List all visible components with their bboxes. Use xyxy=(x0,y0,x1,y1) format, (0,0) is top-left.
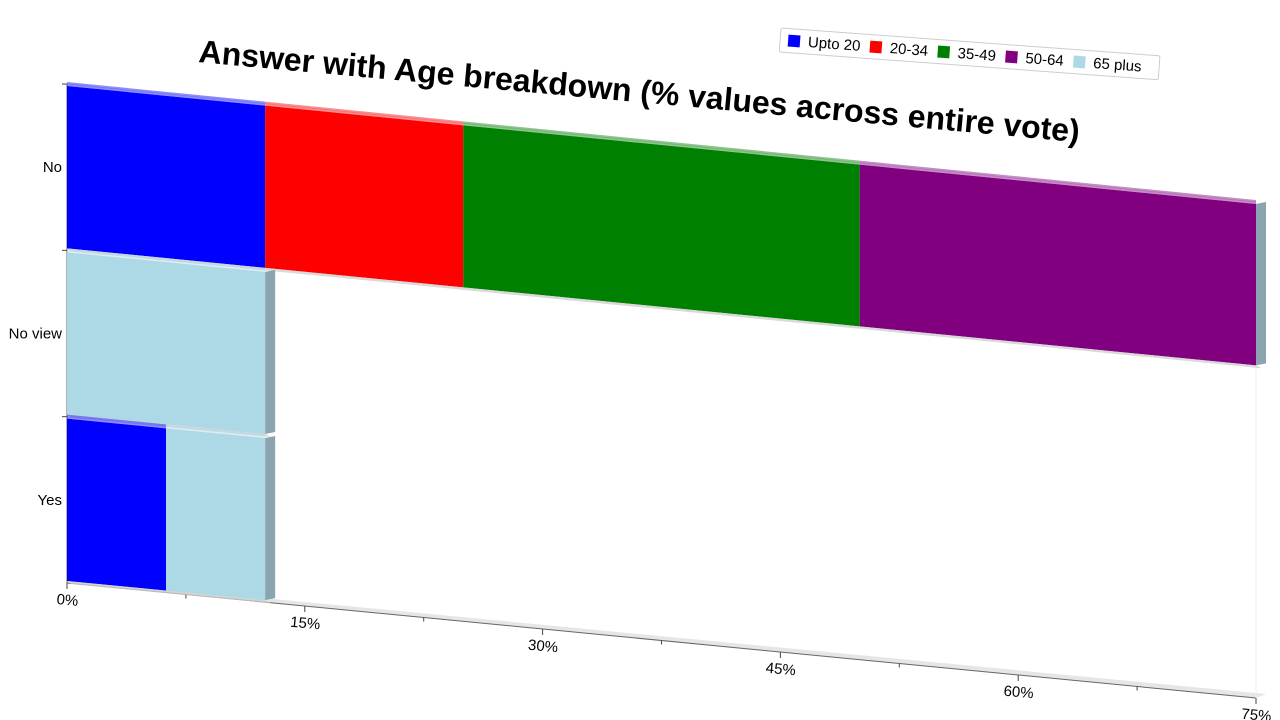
bar-segment[interactable] xyxy=(265,105,464,288)
legend-item[interactable]: 65 plus xyxy=(1072,54,1142,76)
bar-top-face xyxy=(859,160,1256,204)
bar-segment[interactable] xyxy=(67,418,167,591)
legend-label: 50-64 xyxy=(1025,50,1065,70)
labels-layer: 0% 15% 30% 45% 60% 75% No No view Yes xyxy=(9,159,1272,720)
bar-shadow xyxy=(67,581,272,604)
bar-side-face xyxy=(265,269,276,435)
bars-layer xyxy=(67,81,1266,604)
bar-shadow xyxy=(67,248,1262,369)
category-label: No xyxy=(43,159,62,176)
bar-segment[interactable] xyxy=(166,428,266,601)
x-tick-label: 0% xyxy=(56,591,79,610)
bar-segment[interactable] xyxy=(67,252,266,435)
legend-label: 20-34 xyxy=(889,40,929,60)
bar-top-face xyxy=(67,81,266,106)
x-tick-label: 15% xyxy=(289,614,320,634)
bar-shadow xyxy=(67,414,272,438)
x-tick-label: 30% xyxy=(527,637,558,657)
legend[interactable]: Upto 20 20-34 35-49 50-64 65 plus xyxy=(778,27,1161,81)
x-tick-label: 75% xyxy=(1241,706,1272,720)
legend-item[interactable]: 50-64 xyxy=(1005,49,1064,70)
bar-top-face xyxy=(463,121,860,165)
bar-group xyxy=(67,248,276,438)
bar-segment[interactable] xyxy=(859,164,1256,366)
legend-label: 65 plus xyxy=(1093,55,1142,75)
legend-label: Upto 20 xyxy=(807,34,861,55)
x-tick-label: 45% xyxy=(765,660,796,680)
top-frame-line xyxy=(66,83,1257,203)
category-label: Yes xyxy=(38,492,62,509)
legend-item[interactable]: 20-34 xyxy=(869,39,929,60)
bar-segment[interactable] xyxy=(463,125,860,327)
category-label: No view xyxy=(9,326,63,343)
x-tick-label: 60% xyxy=(1003,683,1034,703)
bar-side-face xyxy=(1256,201,1266,366)
legend-items: Upto 20 20-34 35-49 50-64 65 plus xyxy=(787,33,1142,76)
bar-top-face xyxy=(67,414,167,429)
bar-side-face xyxy=(265,435,276,601)
legend-swatch xyxy=(787,34,801,48)
bar-group xyxy=(67,414,276,604)
bar-group xyxy=(67,81,1266,369)
legend-item[interactable]: Upto 20 xyxy=(787,33,861,55)
bar-segment[interactable] xyxy=(67,85,266,268)
legend-swatch xyxy=(1005,50,1018,64)
legend-swatch xyxy=(869,40,883,54)
bar-top-face xyxy=(166,424,266,438)
legend-item[interactable]: 35-49 xyxy=(937,44,997,65)
legend-swatch xyxy=(1072,55,1086,69)
legend-label: 35-49 xyxy=(957,45,997,65)
legend-swatch xyxy=(937,45,951,59)
bar-top-face xyxy=(67,248,266,272)
axis-floor xyxy=(67,580,1266,698)
bar-top-face xyxy=(265,101,464,126)
